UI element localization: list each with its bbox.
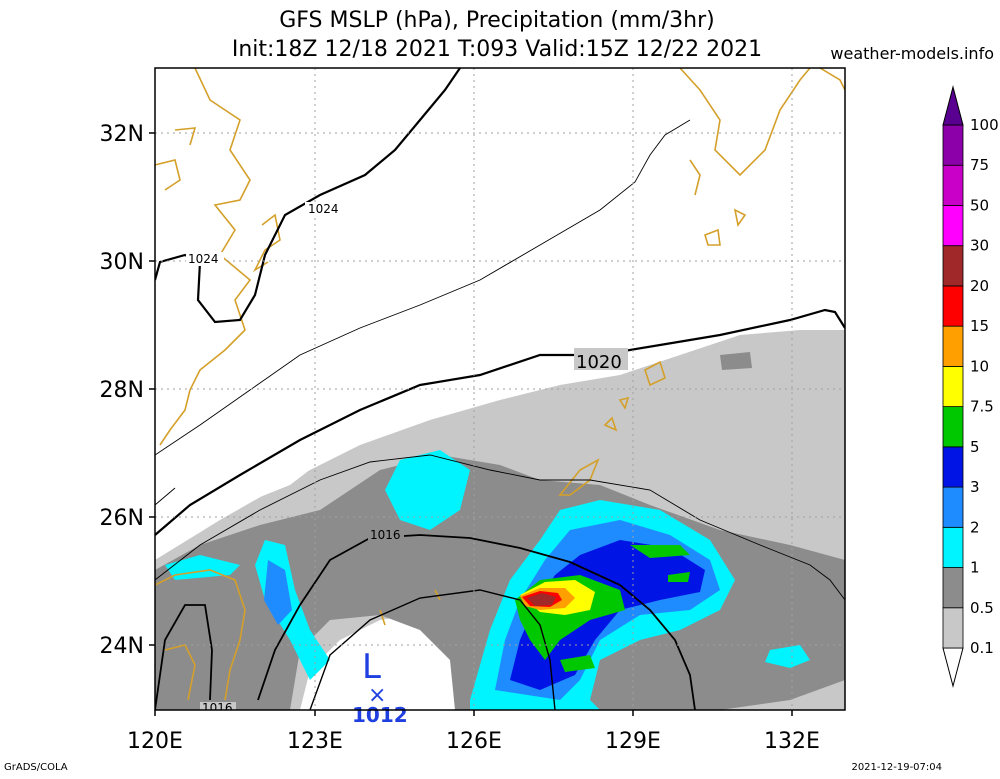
- legend-level-label: 7.5: [970, 398, 994, 416]
- y-tick-label: 24N: [100, 634, 144, 659]
- legend-swatch: [942, 567, 964, 609]
- map-area: 1024 1024 1020 1016 1016 L ×: [155, 68, 845, 715]
- legend-swatch: [942, 245, 964, 287]
- legend-swatch: [942, 285, 964, 327]
- legend-level-label: 0.1: [970, 639, 994, 657]
- software-credit: GrADS/COLA: [4, 762, 68, 773]
- low-pressure-center: L ×: [362, 647, 386, 708]
- x-tick-label: 132E: [764, 729, 820, 754]
- x-tick-label: 126E: [446, 729, 502, 754]
- isobar-label: 1024: [308, 202, 339, 216]
- legend-swatch: [942, 486, 964, 528]
- isobar-label: 1016: [370, 528, 401, 542]
- map-subtitle: Init:18Z 12/18 2021 T:093 Valid:15Z 12/2…: [231, 37, 763, 62]
- legend-swatch: [942, 85, 964, 126]
- y-axis-labels: 24N 26N 28N 30N 32N: [100, 122, 144, 659]
- legend-swatch: [942, 446, 964, 488]
- legend-level-label: 20: [970, 277, 989, 295]
- isobar-label: 1020: [576, 352, 622, 373]
- y-tick-label: 26N: [100, 506, 144, 531]
- legend-swatch: [942, 406, 964, 448]
- x-tick-label: 120E: [127, 729, 183, 754]
- legend-level-label: 100: [970, 116, 999, 134]
- y-tick-label: 28N: [100, 378, 144, 403]
- legend-swatch: [942, 647, 964, 688]
- legend-level-label: 2: [970, 518, 980, 536]
- legend-level-label: 15: [970, 317, 989, 335]
- legend-swatch: [942, 205, 964, 247]
- x-tick-label: 129E: [605, 729, 661, 754]
- render-timestamp: 2021-12-19-07:04: [851, 762, 942, 773]
- legend-level-label: 50: [970, 196, 989, 214]
- isobar-label: 1016: [202, 701, 233, 715]
- legend-level-label: 10: [970, 357, 989, 375]
- legend-level-label: 30: [970, 237, 989, 255]
- precipitation-legend: 0.1 0.5 1 2 3 5 7.5 10 15 20 30 50 75 100: [942, 85, 999, 688]
- x-axis-labels: 120E 123E 126E 129E 132E: [127, 729, 820, 754]
- legend-swatch: [942, 325, 964, 367]
- legend-level-label: 5: [970, 438, 980, 456]
- isobar-label: 1024: [188, 252, 219, 266]
- low-symbol: L: [362, 647, 381, 687]
- isobar-labels: 1024 1024 1020 1016 1016: [186, 202, 628, 715]
- legend-swatch: [942, 164, 964, 206]
- legend-swatch: [942, 365, 964, 408]
- map-title: GFS MSLP (hPa), Precipitation (mm/3hr): [279, 8, 715, 33]
- precipitation-field: [155, 330, 845, 710]
- x-tick-label: 123E: [287, 729, 343, 754]
- legend-swatch: [942, 124, 964, 166]
- legend-swatch: [942, 607, 964, 649]
- coastlines: [155, 68, 845, 701]
- axis-ticks: [149, 132, 793, 716]
- low-pressure-value: 1012: [352, 703, 408, 727]
- legend-level-label: 75: [970, 156, 989, 174]
- y-tick-label: 30N: [100, 250, 144, 275]
- legend-level-label: 3: [970, 478, 980, 496]
- low-marker-icon: ×: [368, 683, 386, 708]
- lat-lon-grid: [155, 68, 845, 710]
- website-label: weather-models.info: [830, 44, 994, 63]
- legend-level-label: 0.5: [970, 599, 994, 617]
- y-tick-label: 32N: [100, 122, 144, 147]
- legend-level-label: 1: [970, 559, 980, 577]
- legend-swatch: [942, 526, 964, 568]
